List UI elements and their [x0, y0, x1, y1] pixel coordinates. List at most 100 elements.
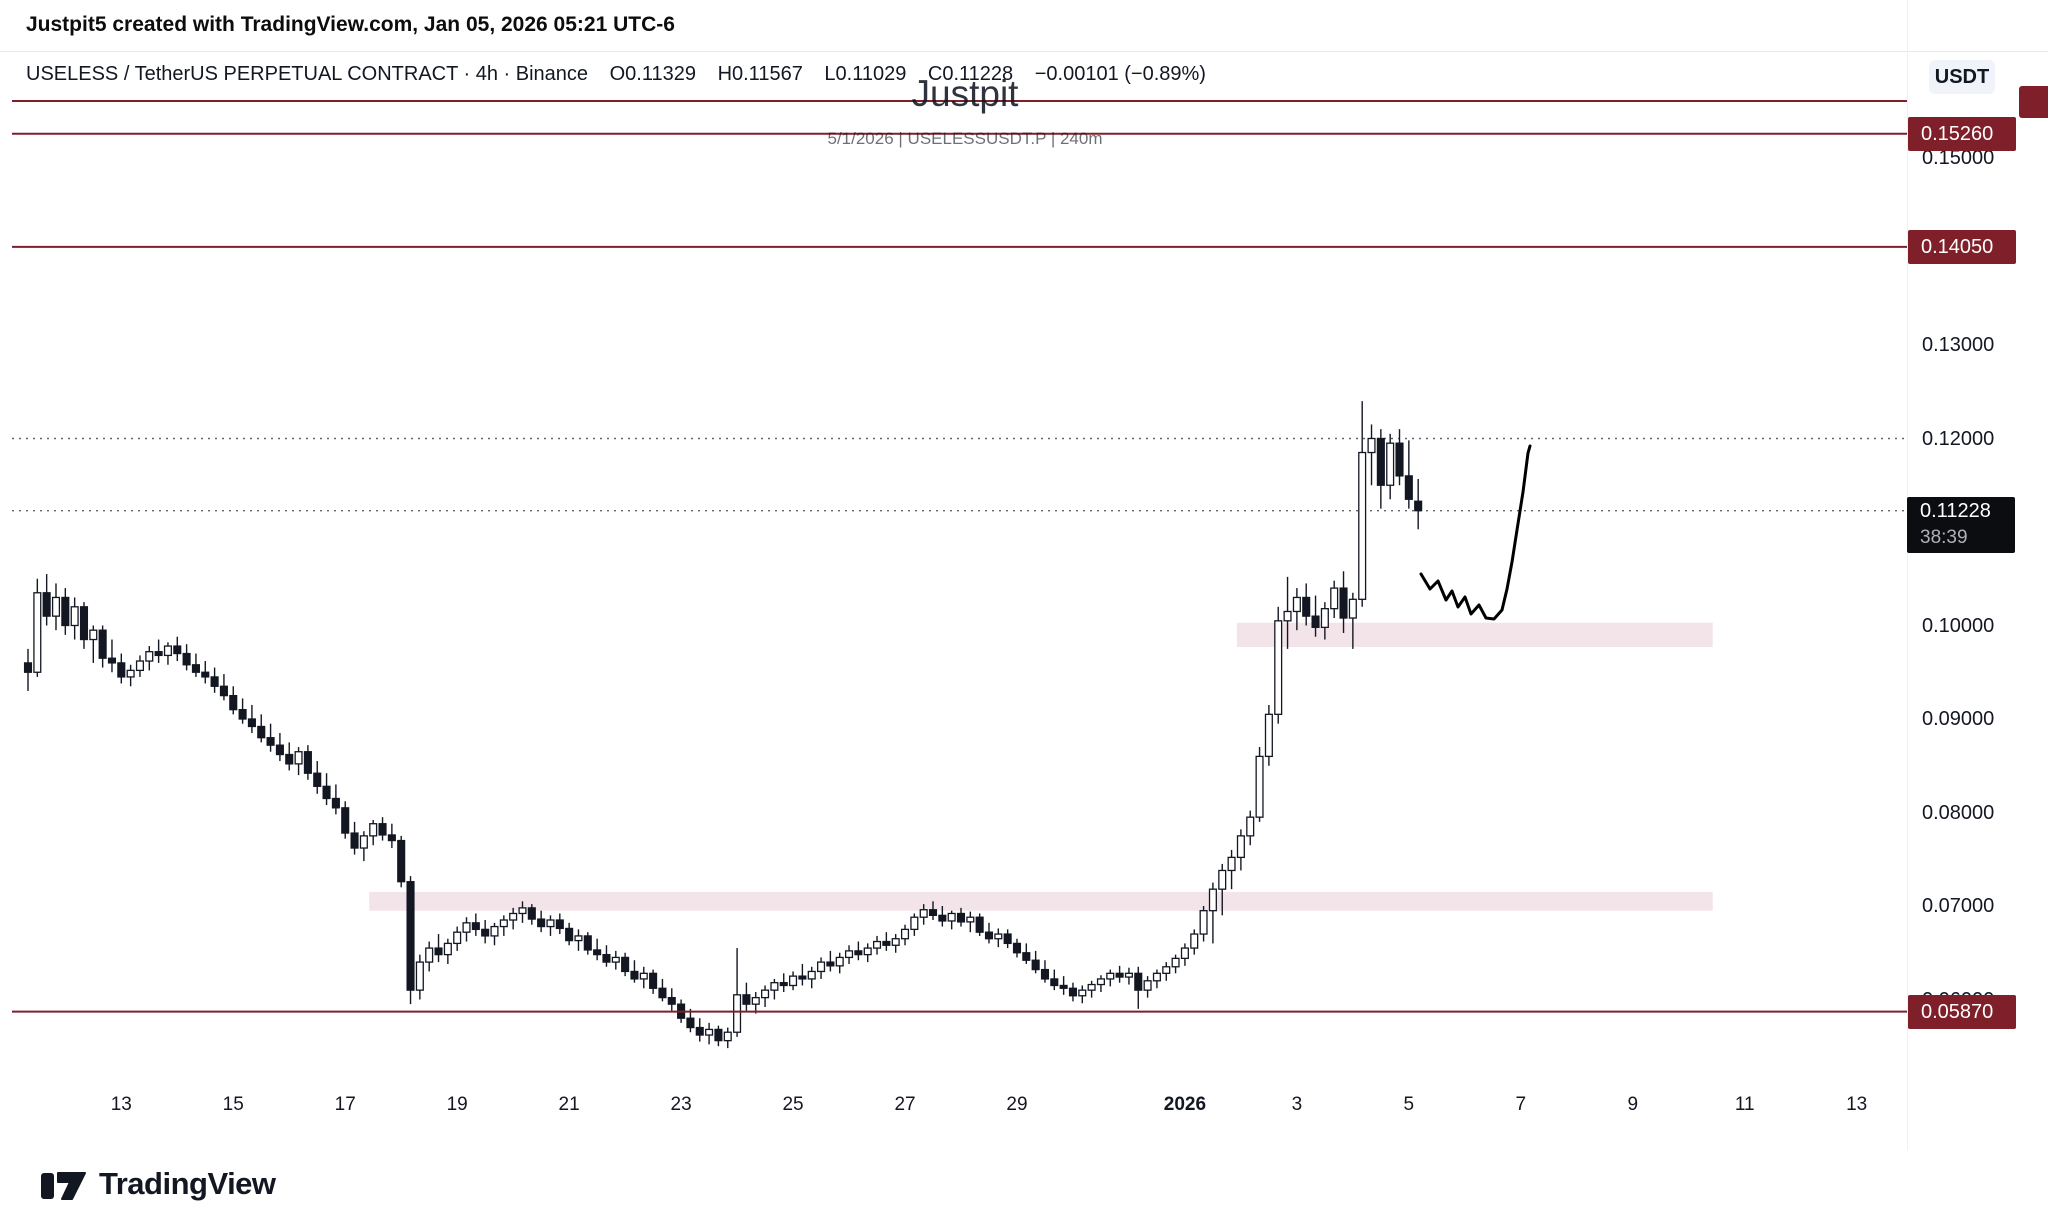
attribution-bar: Justpit5 created with TradingView.com, J… [0, 0, 2048, 52]
current-price-value: 0.11228 [1920, 499, 1991, 522]
candle-body [182, 652, 191, 666]
candle-body [1152, 972, 1161, 982]
candle-body [313, 772, 322, 787]
candle-body [1124, 972, 1133, 978]
candle-body [733, 994, 742, 1033]
candle-body [1283, 610, 1292, 622]
price-axis-label: 0.08000 [1922, 801, 1995, 824]
candle-body [359, 835, 368, 849]
tradingview-logo[interactable]: TradingView [40, 1160, 276, 1208]
candle-body [387, 834, 396, 842]
candle-body [1414, 500, 1423, 512]
symbol-info[interactable]: USELESS / TetherUS PERPETUAL CONTRACT · … [26, 63, 1206, 86]
price-level-badge: 0.14050 [1908, 229, 2016, 264]
tradingview-logo-text: TradingView [99, 1166, 276, 1201]
candle-body [163, 645, 173, 657]
candle-body [770, 982, 779, 991]
time-axis-label: 11 [1734, 1094, 1755, 1115]
candle-body [1404, 475, 1413, 500]
candle-body [1050, 978, 1059, 987]
candle-body [994, 933, 1003, 940]
candle-body [257, 725, 266, 739]
price-axis[interactable]: 0.15000 0.13000 0.12000 0.10000 0.09000 0.080… [1907, 0, 2048, 1150]
candle-body [891, 938, 900, 946]
price-axis-label: 0.12000 [1922, 427, 1995, 450]
candle-body [434, 947, 443, 956]
price-axis-label: 0.07000 [1922, 895, 1995, 917]
candle-body [1339, 587, 1348, 619]
candle-body [537, 918, 546, 928]
price-zone [1236, 622, 1713, 648]
candle-body [779, 982, 788, 987]
time-axis-label: 29 [1006, 1094, 1028, 1115]
candle-body [378, 823, 387, 836]
candle-body [975, 916, 984, 933]
candle-body [602, 953, 611, 963]
candle-body [798, 975, 807, 980]
price-zone [369, 891, 1713, 911]
candle-body [1031, 959, 1040, 971]
candle-body [490, 925, 499, 937]
currency-button[interactable]: USDT [1929, 60, 1995, 94]
candle-body [938, 914, 947, 922]
time-axis-label: 2026 [1163, 1094, 1207, 1115]
time-axis-label: 7 [1515, 1094, 1527, 1115]
candle-body [23, 662, 33, 673]
candle-body [1012, 942, 1022, 954]
candle-body [900, 928, 910, 940]
candle-body [518, 907, 527, 915]
candle-body [1376, 437, 1385, 486]
candle-body [621, 956, 630, 973]
candle-body [844, 950, 854, 959]
candle-body [79, 606, 89, 641]
candle-body [630, 970, 639, 980]
current-price-badge: 0.11228 38:39 [1907, 496, 2015, 553]
time-axis-label: 5 [1403, 1094, 1415, 1115]
candle-body [499, 919, 508, 928]
candle-body [742, 994, 751, 1005]
candle-body [817, 961, 826, 973]
time-axis-label: 13 [1846, 1094, 1868, 1115]
candle-body [1367, 437, 1376, 454]
candle-body [369, 823, 378, 837]
candle-body [826, 961, 835, 967]
candle-body [705, 1028, 714, 1036]
candle-body [1246, 816, 1255, 837]
candle-body [1078, 989, 1087, 997]
candle-body [154, 651, 163, 657]
tradingview-logo-icon [41, 1172, 86, 1200]
candle-body [1274, 620, 1283, 715]
candle-body [611, 956, 620, 963]
candle-body [593, 949, 602, 956]
symbol-title[interactable]: USELESS / TetherUS PERPETUAL CONTRACT · … [26, 63, 589, 85]
candle-body [835, 956, 844, 967]
price-axis-label: 0.09000 [1922, 708, 1995, 730]
time-axis[interactable]: 13 15 17 19 21 23 25 27 29 2026 3 5 7 9 11 13 [0, 1094, 1907, 1124]
candle-body [145, 651, 154, 662]
candle-body [341, 807, 350, 834]
price-level-badge: 0.05870 [1908, 994, 2016, 1029]
candle-body [294, 751, 303, 765]
candle-body [1171, 957, 1180, 968]
ohlc-low: L0.11029 [824, 63, 907, 85]
price-axis-label: 0.10000 [1922, 614, 1995, 637]
candle-body [107, 657, 117, 664]
price-level-badge: 0.15260 [1908, 116, 2016, 151]
price-level-badge-clipped [2019, 86, 2048, 118]
time-axis-label: 3 [1291, 1094, 1303, 1115]
candle-body [583, 935, 592, 951]
candle-body [1311, 615, 1320, 629]
candle-body [443, 942, 452, 956]
ohlc-high: H0.11567 [717, 63, 803, 85]
candle-body [70, 606, 79, 627]
candle-body [574, 935, 583, 942]
candle-body [863, 947, 872, 956]
ohlc-close: C0.11228 [927, 63, 1014, 85]
candle-body [481, 928, 490, 937]
time-axis-label: 19 [446, 1094, 468, 1115]
candle-body [658, 987, 667, 999]
candle-body [406, 881, 415, 991]
time-axis-label: 15 [222, 1094, 244, 1115]
